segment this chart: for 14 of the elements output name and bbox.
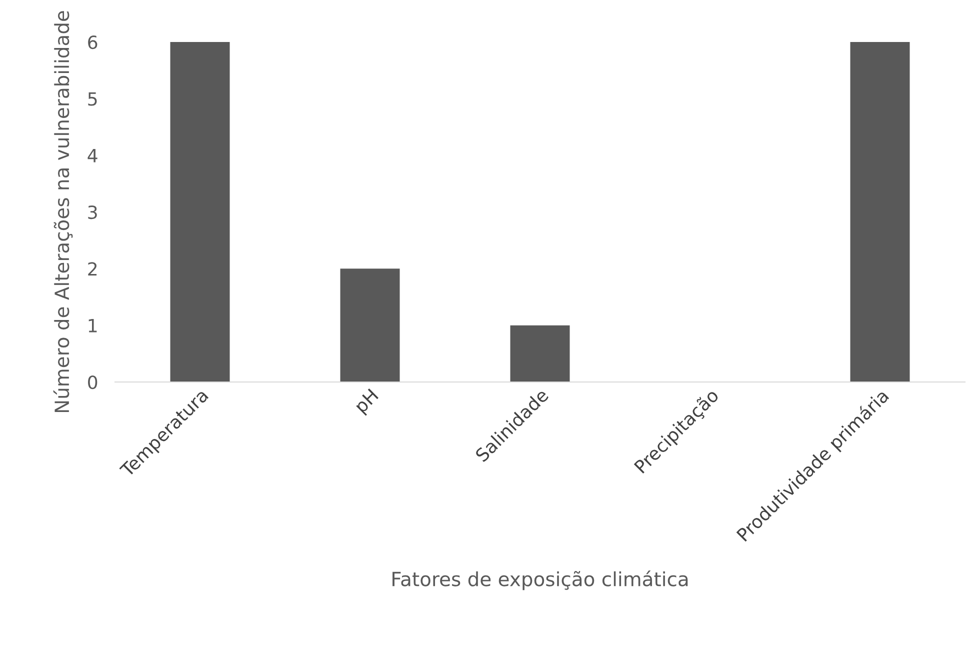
y-axis-title: Número de Alterações na vulnerabilidade [53,11,73,412]
y-tick-label: 3 [88,205,97,220]
x-axis-title: Fatores de exposição climática [392,570,688,590]
bar [510,325,570,382]
y-tick-label: 4 [88,149,98,162]
bar [170,42,230,382]
y-tick-label: 6 [88,35,98,50]
x-tick-label: pH [354,388,382,416]
bar [340,268,400,382]
y-tick-label: 0 [88,375,98,390]
y-tick-label: 1 [88,319,97,332]
y-tick-label: 2 [88,262,97,276]
y-tick-label: 5 [88,92,97,106]
bar [850,42,910,382]
